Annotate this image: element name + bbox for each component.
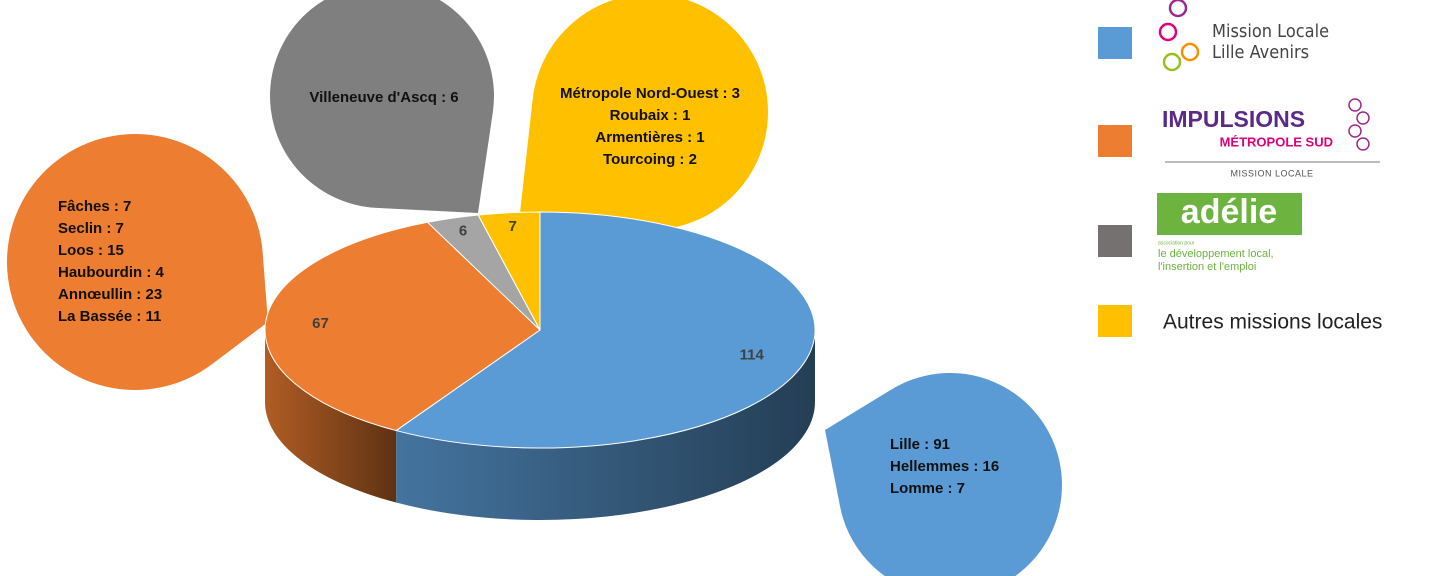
legend-label: MÉTROPOLE SUD: [1220, 134, 1333, 149]
legend-label: le développement local,: [1158, 248, 1274, 260]
logo-ring: [1168, 0, 1188, 18]
legend-label: Lille Avenirs: [1212, 42, 1309, 63]
logo-ring: [1356, 137, 1370, 151]
callout-text: Lomme : 7: [890, 480, 965, 497]
callout-text: Métropole Nord-Ouest : 3: [560, 85, 740, 102]
slice-side: [396, 330, 816, 520]
logo-ring: [1348, 124, 1362, 138]
callout-text: La Bassée : 11: [58, 308, 161, 325]
callout-text: Fâches : 7: [58, 198, 131, 215]
logo-ring: [1180, 42, 1200, 62]
slice: [394, 211, 816, 449]
slice-side: [265, 330, 397, 503]
logo-ring: [1348, 98, 1362, 112]
data-label: 67: [312, 315, 329, 332]
callout-text: Annœullin : 23: [58, 286, 162, 303]
callout-bubble: [825, 373, 1062, 576]
callout-text: Lille : 91: [890, 436, 950, 453]
data-label: 7: [508, 218, 516, 235]
callout-text: Seclin : 7: [58, 220, 124, 237]
callout-bubble: [7, 133, 268, 390]
legend-swatch: [1098, 27, 1132, 59]
legend-swatch: [1098, 305, 1132, 337]
legend-label: IMPULSIONS: [1162, 106, 1305, 132]
callout-text: Armentières : 1: [595, 129, 704, 146]
callouts: Lille : 91 Hellemmes : 16 Lomme : 7 Fâches …: [7, 0, 1062, 576]
legend-label: l'insertion et l'emploi: [1158, 261, 1256, 273]
callout-text: Loos : 15: [58, 242, 124, 259]
logo-ring: [1158, 22, 1178, 42]
callout-text: Tourcoing : 2: [603, 151, 697, 168]
legend-swatch: [1098, 225, 1132, 257]
data-label: 114: [740, 347, 765, 364]
legend-label: Autres missions locales: [1163, 311, 1382, 334]
callout-text: Hellemmes : 16: [890, 458, 999, 475]
logo-ring: [1162, 52, 1182, 72]
legend-label: Mission Locale: [1212, 21, 1329, 42]
slice: [264, 221, 541, 432]
callout-bubble: [270, 0, 494, 213]
legend-label: adélie: [1181, 193, 1277, 231]
legend-swatch: [1098, 125, 1132, 157]
legend-label: association pour: [1158, 240, 1195, 246]
callout-text: Haubourdin : 4: [58, 264, 164, 281]
callout-text: Roubaix : 1: [610, 107, 691, 124]
logo-box: [1157, 193, 1302, 235]
callout-bubble: [520, 0, 768, 230]
logo-ring: [1356, 111, 1370, 125]
data-label: 6: [459, 223, 467, 240]
callout-text: Villeneuve d'Ascq : 6: [309, 89, 458, 106]
slice: [477, 211, 541, 331]
legend-label: MISSION LOCALE: [1230, 168, 1313, 178]
